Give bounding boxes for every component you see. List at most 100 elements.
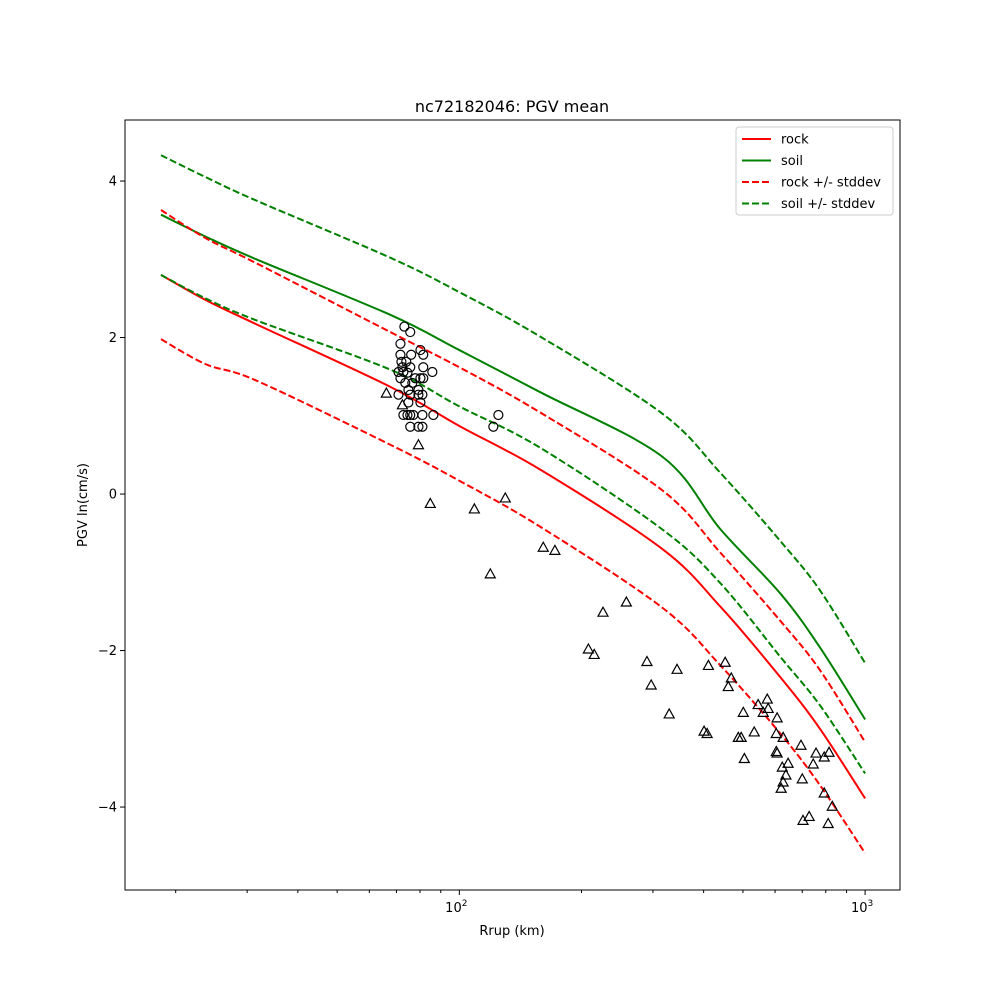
triangle-point <box>818 750 831 762</box>
markers <box>380 321 839 829</box>
series-line-soil-stddev-4 <box>160 154 866 664</box>
circle-point <box>402 409 413 421</box>
triangle-point <box>548 544 561 555</box>
triangle-point <box>771 746 784 758</box>
circle-point <box>405 421 416 432</box>
triangle-point <box>810 746 823 758</box>
circle-point <box>395 338 406 349</box>
circle-point <box>398 366 409 378</box>
circle-point <box>398 409 409 421</box>
circle-point <box>493 409 504 421</box>
triangle-point <box>818 786 831 798</box>
circle-point <box>396 356 407 367</box>
triangle-point <box>701 727 714 739</box>
circle-point <box>403 384 414 396</box>
triangle-point <box>702 659 715 671</box>
legend-label: soil +/- stddev <box>781 197 876 212</box>
tick-base: 10 <box>851 901 868 916</box>
circle-point <box>415 373 426 384</box>
circle-point <box>402 367 413 378</box>
y-tick-label: 2 <box>109 331 117 346</box>
y-tick-label: −2 <box>98 644 117 659</box>
triangle-point <box>640 655 653 667</box>
circle-point <box>399 321 410 332</box>
triangle-point <box>484 567 497 579</box>
circle-point <box>428 409 439 421</box>
circle-point <box>405 409 416 421</box>
legend-label: soil <box>781 154 803 169</box>
triangle-point <box>735 731 748 743</box>
circle-point <box>413 389 424 400</box>
curves <box>160 154 866 854</box>
triangle-point <box>770 727 783 739</box>
triangle-point <box>725 671 738 683</box>
circle-point <box>406 349 417 360</box>
y-tick-label: 0 <box>109 488 117 503</box>
triangle-point <box>777 731 790 743</box>
triangle-point <box>737 706 750 717</box>
triangle-point <box>779 768 792 780</box>
triangle-point <box>823 746 836 757</box>
circle-point <box>405 389 416 400</box>
triangle-point <box>620 595 633 607</box>
chart-title: nc72182046: PGV mean <box>415 97 609 116</box>
circle-point <box>427 366 438 378</box>
triangle-point <box>663 707 676 719</box>
triangle-point <box>722 680 735 692</box>
circle-point <box>413 421 424 432</box>
triangle-point <box>645 678 658 690</box>
triangle-point <box>771 711 784 723</box>
series-line-rock-stddev-3 <box>160 338 866 854</box>
triangle-point <box>752 698 765 710</box>
x-tick-label: 103 <box>851 899 873 916</box>
triangle-point <box>757 706 770 717</box>
triangle-point <box>826 800 839 811</box>
triangle-point <box>424 497 437 509</box>
circle-point <box>400 377 411 389</box>
plot-frame <box>124 119 901 891</box>
circle-point <box>395 349 406 360</box>
circle-point <box>405 362 416 373</box>
triangle-point <box>803 810 816 822</box>
circle-point <box>393 389 404 400</box>
circle-point <box>488 421 499 432</box>
triangle-point <box>582 642 595 654</box>
triangle-point <box>738 752 751 764</box>
circle-point <box>415 397 426 408</box>
x-axis-ticks: 102 103 <box>175 890 873 916</box>
triangle-point <box>794 738 808 750</box>
triangle-point <box>807 757 820 769</box>
circle-point <box>418 362 429 373</box>
legend-label: rock +/- stddev <box>781 176 881 191</box>
legend: rock soil rock +/- stddev soil +/- stddev <box>735 126 894 216</box>
triangle-point <box>796 772 809 784</box>
series-line-soil-stddev-5 <box>160 274 866 774</box>
tick-exponent: 2 <box>462 899 468 909</box>
triangle-point <box>762 702 775 714</box>
y-tick-label: −4 <box>98 801 117 816</box>
circle-point <box>417 409 428 421</box>
triangle-point <box>537 541 550 552</box>
circle-point <box>417 389 428 400</box>
triangle-point <box>782 756 795 768</box>
series-line-soil-1 <box>160 213 866 720</box>
series-line-rock-stddev-2 <box>160 209 866 743</box>
x-tick-label: 102 <box>445 899 467 916</box>
circle-point <box>418 373 429 384</box>
triangle-point <box>412 438 425 450</box>
triangle-point <box>588 648 601 660</box>
legend-label: rock <box>781 133 809 148</box>
x-axis-label: Rrup (km) <box>479 924 544 939</box>
triangle-point <box>775 782 788 793</box>
triangle-point <box>596 605 610 617</box>
y-axis-ticks: −4 −2 0 2 4 <box>98 175 125 816</box>
circle-point <box>417 421 428 432</box>
y-axis-label: PGV ln(cm/s) <box>76 463 91 547</box>
triangle-point <box>761 692 774 704</box>
tick-exponent: 3 <box>868 899 874 909</box>
triangle-point <box>396 398 409 410</box>
series-line-rock-0 <box>160 274 866 799</box>
circle-point <box>418 349 429 360</box>
triangle-point <box>671 663 684 674</box>
